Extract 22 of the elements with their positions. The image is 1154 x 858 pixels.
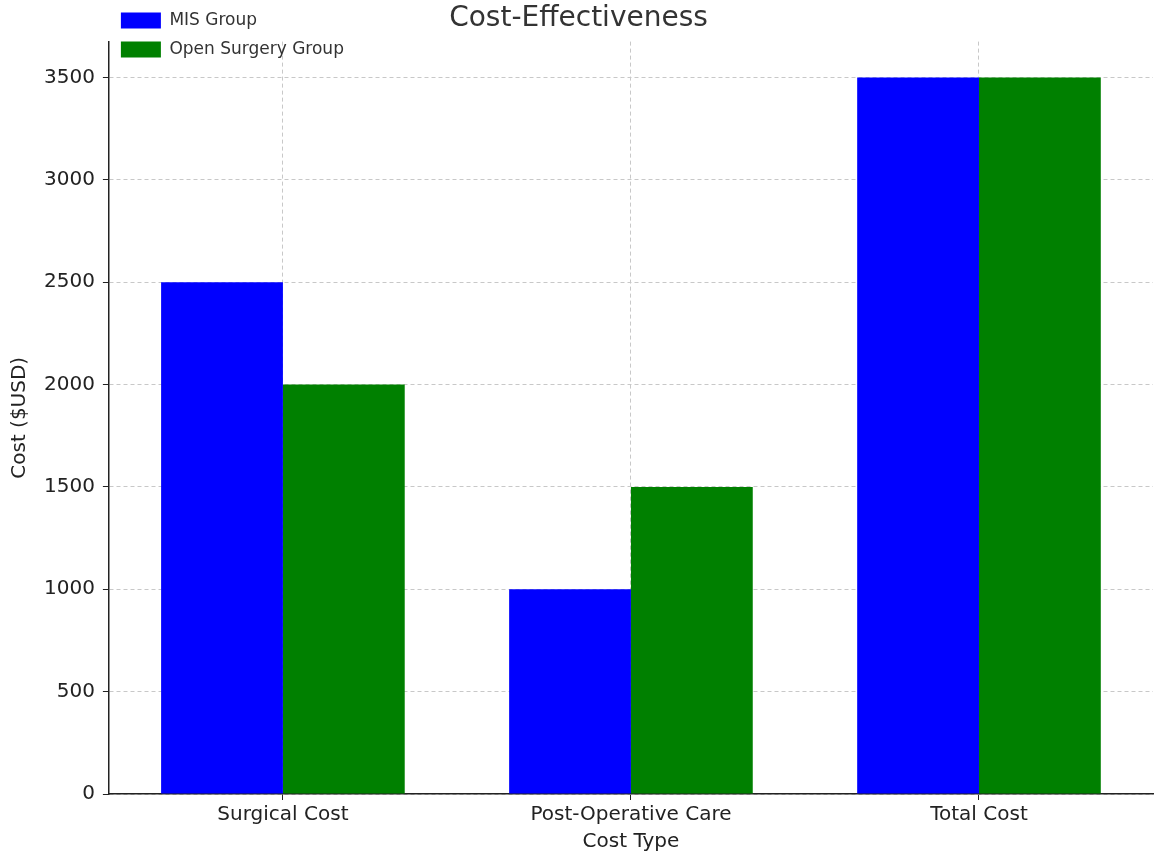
bar [509, 589, 631, 794]
bar [282, 384, 405, 794]
bar [161, 282, 283, 794]
y-tick-label: 2000 [43, 370, 95, 395]
y-tick-label: 3500 [43, 63, 95, 88]
y-tick-label: 0 [82, 780, 95, 805]
x-tick-label: Total Cost [929, 801, 1028, 826]
x-tick-label: Post-Operative Care [530, 801, 732, 826]
y-tick-label: 500 [56, 677, 95, 702]
y-tick-label: 1000 [43, 575, 95, 600]
legend-label: Open Surgery Group [169, 37, 344, 58]
chart-title: Cost-Effectiveness [449, 0, 708, 34]
y-tick-label: 1500 [43, 473, 95, 498]
y-axis-title: Cost ($USD) [6, 356, 31, 479]
bar [630, 486, 753, 794]
y-tick-label: 2500 [43, 268, 95, 293]
x-tick-label: Surgical Cost [217, 801, 349, 826]
bar [978, 77, 1101, 794]
x-axis-title: Cost Type [582, 828, 680, 853]
legend-label: MIS Group [169, 8, 258, 29]
y-tick-label: 3000 [43, 166, 95, 190]
bar [857, 77, 979, 794]
